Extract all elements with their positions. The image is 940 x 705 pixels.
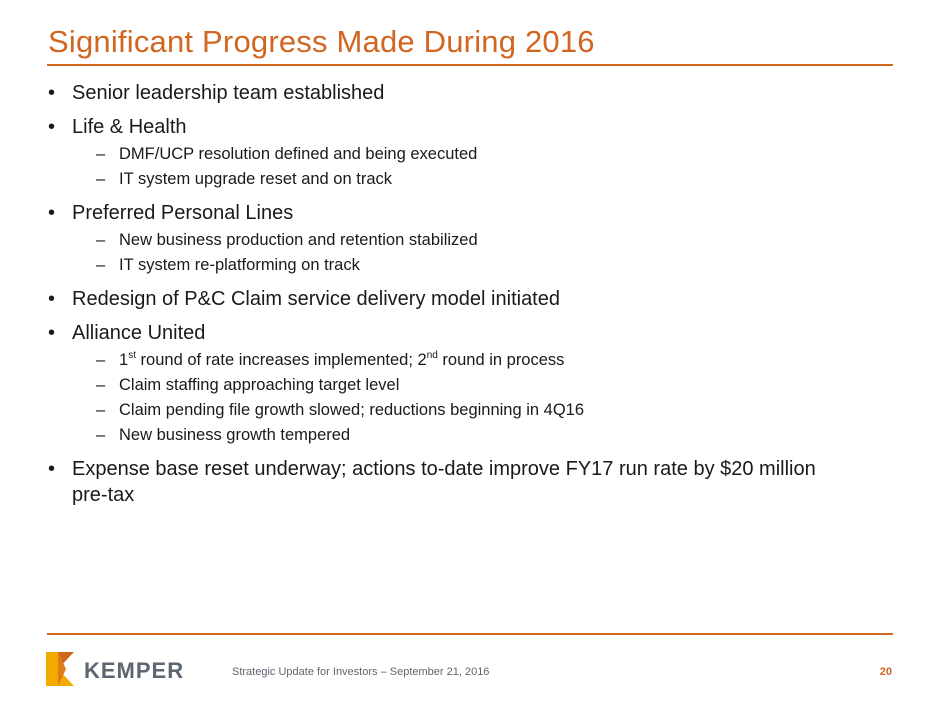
page-number: 20 xyxy=(879,666,892,678)
sub-bullet-item: New business growth tempered xyxy=(72,423,848,448)
sub-bullet-item: IT system re-platforming on track xyxy=(72,253,848,278)
bullet-text: Expense base reset underway; actions to-… xyxy=(72,458,816,506)
slide-title: Significant Progress Made During 2016 xyxy=(48,24,595,59)
bullet-text: Preferred Personal Lines xyxy=(72,202,294,224)
bullet-text: Life & Health xyxy=(72,116,187,138)
sub-bullet-item: Claim pending file growth slowed; reduct… xyxy=(72,398,848,423)
sub-bullet-text: Claim staffing approaching target level xyxy=(119,376,400,394)
bullet-text: Redesign of P&C Claim service delivery m… xyxy=(72,288,560,310)
sub-bullet-item: IT system upgrade reset and on track xyxy=(72,167,848,192)
sub-bullet-text: IT system upgrade reset and on track xyxy=(119,170,392,188)
bullet-item: Expense base reset underway; actions to-… xyxy=(48,456,848,508)
sub-bullet-text: IT system re-platforming on track xyxy=(119,256,360,274)
bullet-text: Alliance United xyxy=(72,322,206,344)
bullet-item: Preferred Personal Lines New business pro… xyxy=(48,200,848,278)
bullet-list: Senior leadership team established Life &… xyxy=(48,80,848,508)
sub-bullet-text: 1 xyxy=(119,351,129,369)
bullet-item: Alliance United 1st round of rate increas… xyxy=(48,320,848,448)
title-divider xyxy=(47,64,893,66)
footer-caption: Strategic Update for Investors – Septemb… xyxy=(232,666,490,678)
sub-bullet-item: Claim staffing approaching target level xyxy=(72,373,848,398)
sub-bullet-text: round of rate increases implemented; 2 xyxy=(135,351,427,369)
sub-bullet-text: New business production and retention st… xyxy=(119,231,478,249)
bullet-item: Redesign of P&C Claim service delivery m… xyxy=(48,286,848,312)
kemper-k-icon xyxy=(46,652,74,686)
bullet-item: Senior leadership team established xyxy=(48,80,848,106)
sub-bullet-item: DMF/UCP resolution defined and being exe… xyxy=(72,142,848,167)
sub-bullet-text: round in process xyxy=(437,351,565,369)
sub-bullet-text: Claim pending file growth slowed; reduct… xyxy=(119,401,585,419)
sub-bullet-text: New business growth tempered xyxy=(119,426,351,444)
footer-divider xyxy=(47,633,893,635)
ordinal-suffix: nd xyxy=(426,349,438,361)
kemper-logo: KEMPER xyxy=(46,652,186,688)
bullet-item: Life & Health DMF/UCP resolution defined … xyxy=(48,114,848,192)
ordinal-suffix: st xyxy=(128,349,136,361)
sub-bullet-text: DMF/UCP resolution defined and being exe… xyxy=(119,145,478,163)
sub-bullet-item: New business production and retention st… xyxy=(72,228,848,253)
sub-bullet-item: 1st round of rate increases implemented;… xyxy=(72,348,848,373)
logo-wordmark: KEMPER xyxy=(84,658,185,683)
bullet-text: Senior leadership team established xyxy=(72,82,385,104)
